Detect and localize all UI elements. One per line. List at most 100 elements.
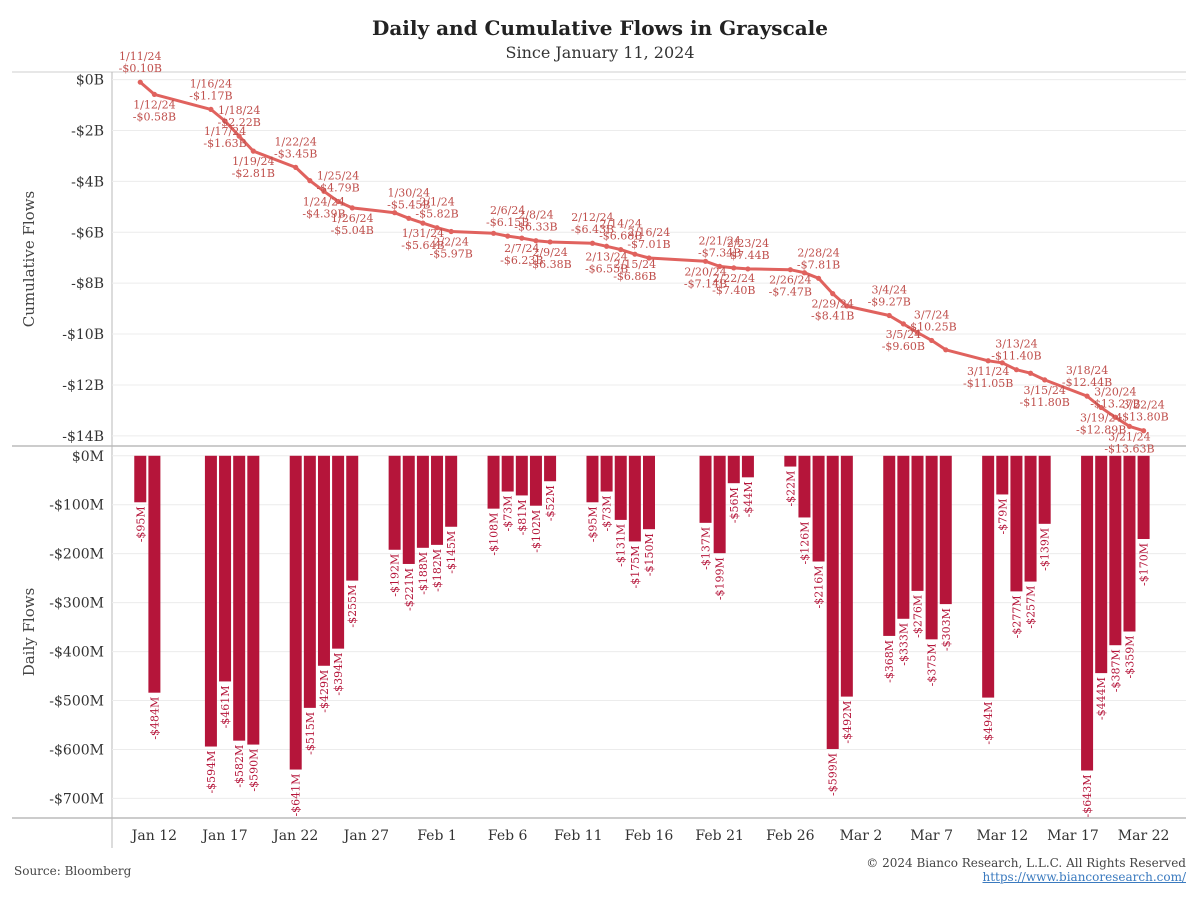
cumulative-point (250, 148, 256, 154)
daily-flow-bar (911, 455, 924, 591)
daily-bar-label: -$394M (332, 653, 345, 696)
cumulative-value-label: -$2.81B (232, 167, 275, 180)
daily-flow-bar (289, 455, 302, 770)
cumulative-value-label: -$7.47B (769, 286, 812, 299)
daily-flow-bar (897, 455, 910, 619)
cumulative-point (490, 230, 497, 236)
daily-flow-bar (996, 455, 1009, 495)
cumulative-point (236, 133, 242, 139)
cumulative-point (1084, 393, 1090, 399)
x-tick-label: Mar 2 (840, 828, 883, 844)
daily-bar-label: -$170M (1138, 543, 1151, 586)
daily-bar-label: -$221M (403, 568, 416, 611)
daily-flow-bar (643, 455, 655, 530)
cumulative-date-label: 1/17/24 (204, 125, 246, 138)
cumulative-date-label: 1/30/24 (388, 186, 430, 199)
cumulative-point (618, 246, 624, 253)
cumulative-date-label: 2/1/24 (419, 196, 454, 209)
cumulative-value-label: -$5.82B (415, 208, 458, 221)
cumulative-date-label: 2/22/24 (713, 272, 755, 285)
cumulative-value-label: -$12.89B (1076, 424, 1126, 437)
daily-flow-bar (515, 455, 528, 496)
cumulative-point (787, 267, 793, 273)
cumulative-value-label: -$0.10B (119, 62, 162, 75)
daily-bar-label: -$444M (1095, 677, 1108, 720)
cumulative-value-label: -$6.43B (571, 223, 614, 236)
cumulative-value-label: -$7.81B (797, 258, 840, 271)
cumulative-value-label: -$5.97B (430, 248, 473, 261)
daily-y-tick-label: -$300M (49, 596, 104, 612)
daily-bar-label: -$494M (982, 702, 995, 745)
x-tick-label: Jan 27 (342, 828, 389, 844)
daily-flow-bar (826, 455, 839, 749)
daily-flow-bar (840, 455, 853, 697)
daily-bar-label: -$303M (940, 608, 953, 651)
cumulative-point (547, 239, 553, 245)
cumulative-point (293, 164, 299, 171)
daily-bar-label: -$22M (784, 471, 797, 507)
daily-bar-label: -$192M (389, 554, 402, 597)
cumulative-point (943, 347, 949, 353)
cumulative-value-label: -$6.38B (528, 258, 571, 271)
daily-flow-bar (402, 455, 415, 564)
cumulative-point (801, 270, 808, 276)
daily-bar-label: -$102M (530, 510, 543, 553)
daily-bar-label: -$81M (516, 499, 529, 535)
cumulative-date-label: 2/7/24 (504, 242, 539, 255)
daily-flow-bar (219, 455, 232, 682)
daily-flow-bar (204, 455, 217, 747)
x-tick-label: Feb 21 (695, 828, 743, 844)
cumulative-date-label: 3/18/24 (1066, 364, 1108, 377)
daily-bar-label: -$599M (827, 753, 840, 796)
cumulative-value-label: -$12.44B (1062, 376, 1112, 389)
cumulative-point (1027, 370, 1034, 376)
cumulative-date-label: 1/11/24 (119, 50, 161, 63)
cumulative-date-label: 2/20/24 (684, 265, 726, 278)
chart-subtitle: Since January 11, 2024 (505, 43, 695, 62)
cumulative-value-label: -$6.15B (486, 216, 529, 229)
daily-bar-label: -$643M (1081, 775, 1094, 818)
daily-flow-bar (233, 455, 246, 741)
cumulative-point (830, 291, 836, 297)
cumulative-point (1013, 367, 1020, 373)
cumulative-value-label: -$13.27B (1090, 397, 1140, 410)
cumulative-date-label: 3/4/24 (872, 283, 907, 296)
daily-flow-bar (812, 455, 825, 562)
daily-bar-label: -$188M (417, 552, 430, 595)
x-tick-label: Mar 7 (910, 828, 953, 844)
cumulative-value-label: -$1.17B (189, 89, 232, 102)
cumulative-date-label: 2/14/24 (600, 218, 642, 231)
cumulative-value-label: -$11.05B (963, 377, 1013, 390)
daily-bar-label: -$515M (304, 712, 317, 755)
cumulative-date-label: 1/22/24 (275, 135, 317, 148)
daily-bar-label: -$333M (897, 623, 910, 666)
cumulative-value-label: -$5.04B (331, 224, 374, 237)
cumulative-point (1141, 428, 1147, 434)
daily-bar-label: -$216M (813, 566, 826, 609)
daily-flow-bar (939, 455, 952, 605)
cumulative-value-label: -$9.60B (882, 340, 925, 353)
daily-bar-label: -$594M (205, 751, 218, 794)
daily-bar-label: -$73M (502, 496, 515, 532)
x-tick-label: Feb 26 (766, 828, 815, 844)
cumulative-point (702, 258, 709, 264)
cumulative-value-label: -$13.63B (1104, 442, 1154, 455)
cumulative-point (519, 235, 525, 241)
daily-bar-label: -$126M (798, 521, 811, 564)
daily-flow-bar (431, 455, 444, 545)
cumulative-date-label: 2/8/24 (518, 209, 553, 222)
daily-bar-label: -$95M (134, 506, 147, 542)
cumulative-point (886, 312, 892, 319)
website-link[interactable]: https://www.biancoresearch.com/ (982, 870, 1186, 884)
daily-bar-label: -$44M (742, 481, 755, 517)
daily-flow-bar (1137, 455, 1150, 539)
daily-flow-bar (1109, 455, 1122, 646)
daily-flow-bar (1081, 455, 1094, 771)
daily-bar-label: -$182M (431, 549, 444, 592)
x-tick-label: Jan 12 (130, 828, 177, 844)
cumulative-point (929, 337, 935, 344)
daily-flow-bar (317, 455, 330, 666)
daily-bar-label: -$145M (445, 531, 458, 574)
daily-flow-bar (1024, 455, 1037, 582)
cumulative-value-label: -$2.22B (218, 116, 261, 129)
